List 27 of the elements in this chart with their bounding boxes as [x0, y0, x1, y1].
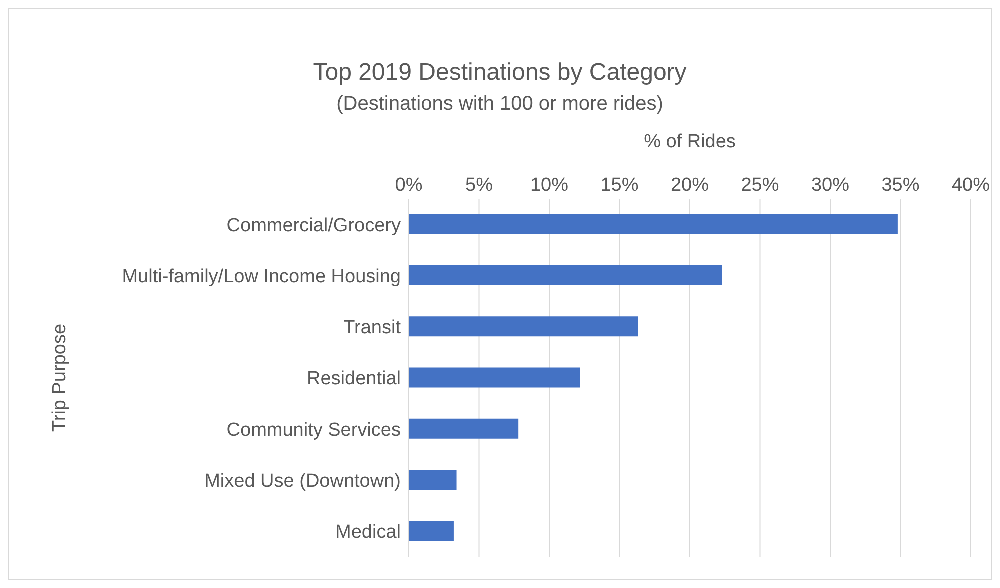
chart-title: Top 2019 Destinations by Category: [312, 59, 688, 87]
y-tick-label: Community Services: [226, 420, 401, 441]
y-tick-label: Residential: [307, 368, 401, 390]
bar: [409, 521, 454, 542]
x-tick-label: 40%: [952, 175, 990, 196]
y-tick-label: Multi-family/Low Income Housing: [122, 266, 401, 288]
x-tick-label: 20%: [670, 175, 710, 196]
y-tick-label: Commercial/Grocery: [226, 215, 402, 236]
y-tick-label: Medical: [336, 522, 401, 544]
x-tick-label: 5%: [466, 175, 494, 196]
bar: [409, 470, 457, 490]
x-axis-title: % of Rides: [644, 131, 736, 152]
y-axis-title: Trip Purpose: [50, 324, 71, 432]
chart-subtitle: (Destinations with 100 or more rides): [336, 93, 664, 116]
bar: [409, 265, 722, 286]
bar: [409, 316, 638, 337]
x-tick-label: 15%: [600, 175, 639, 196]
y-tick-label: Mixed Use (Downtown): [204, 471, 401, 492]
x-tick-label: 35%: [882, 175, 920, 196]
bar: [409, 418, 519, 439]
y-tick-label: Transit: [344, 318, 402, 339]
x-tick-label: 25%: [741, 175, 780, 196]
x-tick-label: 10%: [530, 175, 569, 196]
bar: [409, 368, 580, 388]
x-tick-label: 30%: [811, 175, 850, 196]
bar: [409, 214, 898, 234]
x-tick-label: 0%: [395, 175, 423, 196]
